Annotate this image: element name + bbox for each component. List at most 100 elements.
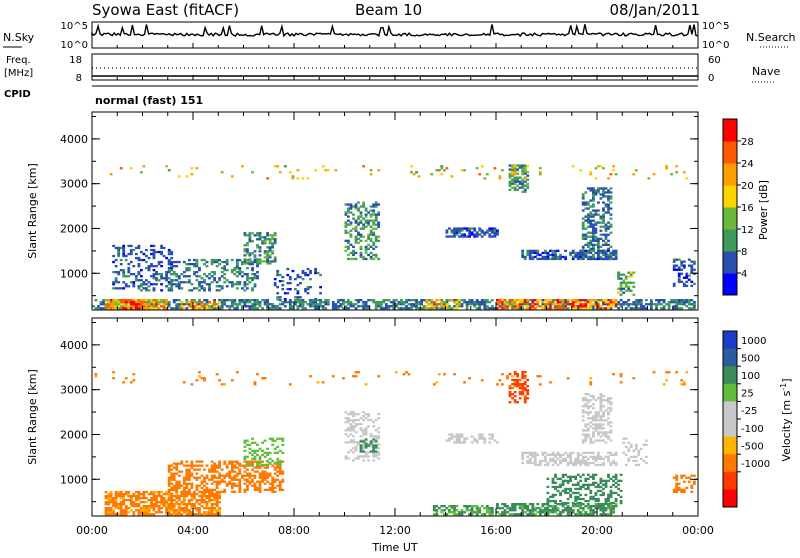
range-cell <box>458 435 461 438</box>
range-cell <box>415 305 418 308</box>
x-axis-label: Time UT <box>371 541 417 554</box>
range-cell <box>352 227 355 230</box>
range-cell <box>273 284 277 287</box>
range-cell <box>170 269 174 272</box>
range-cell <box>271 488 275 491</box>
range-cell <box>124 305 128 308</box>
range-cell <box>198 307 201 310</box>
range-cell <box>627 289 631 292</box>
range-cell <box>614 497 618 501</box>
range-cell <box>614 301 618 304</box>
range-cell <box>127 492 131 496</box>
range-cell <box>458 437 461 440</box>
range-cell <box>592 511 595 514</box>
range-cell <box>571 299 575 302</box>
range-cell <box>205 476 209 479</box>
range-cell <box>266 250 269 253</box>
range-cell <box>513 186 517 189</box>
range-cell <box>241 271 244 274</box>
range-cell <box>112 303 115 306</box>
range-cell <box>607 221 610 224</box>
range-cell <box>195 279 199 282</box>
range-cell <box>592 435 595 438</box>
range-cell <box>544 257 547 261</box>
range-cell <box>299 303 302 306</box>
range-cell <box>238 299 242 302</box>
range-cell <box>188 305 191 308</box>
range-cell <box>622 437 626 440</box>
range-cell <box>175 486 179 489</box>
range-cell <box>556 453 560 456</box>
range-cell <box>513 401 517 404</box>
range-cell <box>142 509 146 512</box>
range-cell <box>619 375 623 378</box>
range-cell <box>344 421 348 424</box>
range-cell <box>359 221 363 224</box>
range-cell <box>592 229 595 232</box>
range-cell <box>544 451 547 454</box>
range-cell <box>564 479 567 482</box>
range-cell <box>137 499 141 502</box>
range-cell <box>584 299 588 302</box>
range-cell <box>309 301 312 304</box>
range-cell <box>347 207 350 210</box>
range-cell <box>291 269 295 273</box>
range-cell <box>253 449 257 452</box>
range-cell <box>132 281 136 284</box>
range-cell <box>220 305 224 308</box>
range-cell <box>299 282 302 285</box>
freq-right-bottom: 0 <box>708 73 714 84</box>
range-cell <box>569 511 572 514</box>
range-cell <box>188 501 191 504</box>
range-cell <box>473 227 477 230</box>
range-cell <box>561 303 565 306</box>
range-cell <box>241 263 244 266</box>
range-cell <box>276 470 280 473</box>
range-cell <box>604 229 608 232</box>
range-cell <box>680 303 684 306</box>
range-cell <box>299 296 302 299</box>
range-cell <box>518 379 522 382</box>
range-cell <box>554 493 557 497</box>
range-cell <box>124 507 128 510</box>
range-cell <box>107 299 110 302</box>
range-cell <box>470 511 474 514</box>
range-cell <box>554 455 557 458</box>
range-cell <box>372 241 376 244</box>
range-cell <box>347 303 350 306</box>
range-cell <box>511 164 514 167</box>
range-cell <box>448 433 451 436</box>
range-cell <box>536 511 540 514</box>
range-cell <box>602 427 605 430</box>
range-cell <box>352 251 355 255</box>
range-cell <box>261 480 264 483</box>
range-cell <box>155 305 158 308</box>
range-cell <box>251 303 254 306</box>
range-cell <box>680 488 684 491</box>
range-cell <box>190 466 194 469</box>
range-cell <box>579 479 583 482</box>
range-cell <box>208 287 211 290</box>
range-cell <box>246 262 249 265</box>
range-cell <box>190 505 194 508</box>
range-cell <box>607 205 610 208</box>
range-cell <box>513 168 517 171</box>
range-cell <box>549 381 552 384</box>
range-cell <box>602 505 605 508</box>
range-cell <box>314 271 317 275</box>
range-cell <box>374 203 378 206</box>
range-cell <box>460 169 464 172</box>
range-cell <box>629 273 633 276</box>
range-cell <box>362 301 365 304</box>
range-cell <box>581 253 585 257</box>
range-cell <box>374 253 378 257</box>
range-cell <box>112 244 115 248</box>
range-cell <box>129 250 133 254</box>
range-cell <box>233 484 237 487</box>
range-cell <box>586 215 590 218</box>
range-cell <box>455 513 459 516</box>
range-cell <box>551 463 555 467</box>
range-cell <box>258 460 262 463</box>
nsky-row: N.Sky 10^5 10^0 10^5 10^0 N.Search <box>3 21 796 51</box>
